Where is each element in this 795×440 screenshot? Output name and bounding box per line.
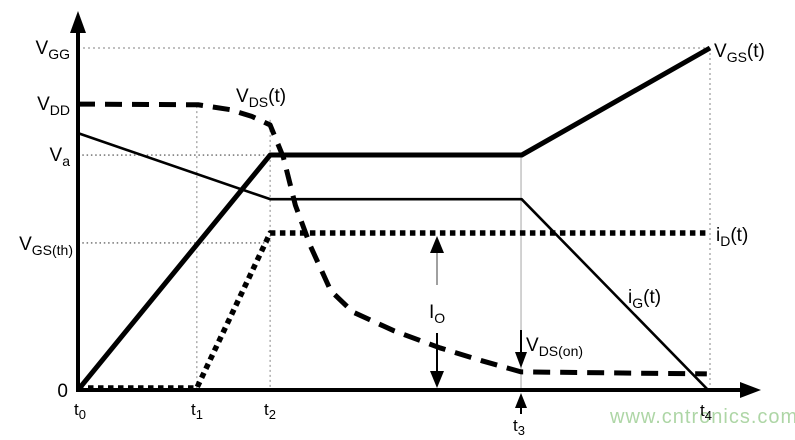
y-label-va-sub: a (62, 153, 70, 169)
curve-label-vgs-sub: GS (727, 49, 747, 65)
y-label-vdd-main: V (37, 94, 50, 115)
curve-label-ig-tail: (t) (643, 287, 661, 308)
annotation-label-io-sub: O (434, 310, 445, 326)
text-labels: VGG VDD Va VGS(th) 0 t0 t1 t2 t3 t4 VDS(… (19, 38, 765, 438)
x-axis-arrow-icon (740, 382, 761, 398)
y-label-vgsth-sub: GS(th) (32, 242, 73, 258)
io-arrow-down-head-icon (430, 371, 444, 388)
t3-pointer-head-icon (515, 393, 527, 408)
y-label-vgg-main: V (36, 38, 49, 59)
y-label-va-main: V (50, 145, 63, 166)
y-label-va: Va (50, 145, 71, 169)
y-label-zero: 0 (57, 381, 68, 402)
y-axis-arrow-icon (70, 11, 86, 33)
curve-vgs (76, 45, 712, 392)
x-label-t1-main: t (191, 400, 196, 419)
x-label-t3: t3 (513, 416, 525, 438)
gridlines (78, 47, 711, 390)
curve-label-ig: iG(t) (628, 287, 661, 311)
x-label-t3-main: t (513, 416, 518, 435)
curve-label-vds-sub: DS (249, 94, 268, 110)
annotation-label-vdson-sub: DS(on) (539, 343, 583, 359)
y-label-vgsth-main: V (19, 234, 32, 255)
x-label-t2: t2 (264, 400, 276, 422)
annotation-label-io-main: I (429, 302, 434, 323)
x-label-t0: t0 (74, 400, 86, 422)
curve-label-id-sub: D (720, 233, 730, 249)
curve-label-ig-sub: G (632, 295, 643, 311)
curve-label-vds: VDS(t) (236, 86, 286, 110)
annotation-arrows (430, 236, 527, 414)
curve-ig (77, 131, 710, 391)
watermark-text: www.cntronics.com (609, 406, 795, 428)
axes (70, 11, 761, 398)
x-label-t2-sub: 2 (269, 407, 276, 422)
curve-label-vgs: VGS(t) (714, 41, 765, 65)
curve-label-ig-main: i (628, 287, 632, 308)
vdson-arrow-head-icon (515, 352, 527, 368)
x-label-t1: t1 (191, 400, 203, 422)
x-label-t4: t4 (700, 401, 712, 423)
x-label-t0-sub: 0 (79, 407, 86, 422)
io-arrow-up-head-icon (430, 236, 444, 253)
x-label-t4-sub: 4 (705, 408, 712, 423)
annotation-label-vdson-main: V (526, 335, 539, 356)
curve-label-vgs-tail: (t) (747, 41, 765, 62)
curve-label-vgs-main: V (714, 41, 727, 62)
x-label-t0-main: t (74, 400, 79, 419)
y-label-vgsth: VGS(th) (19, 234, 73, 258)
x-label-t1-sub: 1 (196, 407, 203, 422)
x-label-t4-main: t (700, 401, 705, 420)
y-label-vdd-sub: DD (50, 102, 70, 118)
curves (76, 45, 712, 392)
curve-label-id-main: i (716, 225, 720, 246)
x-label-t3-sub: 3 (518, 423, 525, 438)
y-label-vgg-sub: GG (48, 46, 70, 62)
annotation-label-io: IO (429, 302, 445, 326)
curve-label-id-tail: (t) (730, 225, 748, 246)
curve-label-vds-tail: (t) (268, 86, 286, 107)
annotation-label-vdson: VDS(on) (526, 335, 583, 359)
y-label-zero-main: 0 (57, 381, 68, 402)
curve-label-vds-main: V (236, 86, 249, 107)
curve-vds (77, 101, 707, 377)
y-label-vdd: VDD (37, 94, 70, 118)
curve-id (78, 230, 710, 391)
y-label-vgg: VGG (36, 38, 70, 62)
x-label-t2-main: t (264, 400, 269, 419)
curve-label-id: iD(t) (716, 225, 748, 249)
